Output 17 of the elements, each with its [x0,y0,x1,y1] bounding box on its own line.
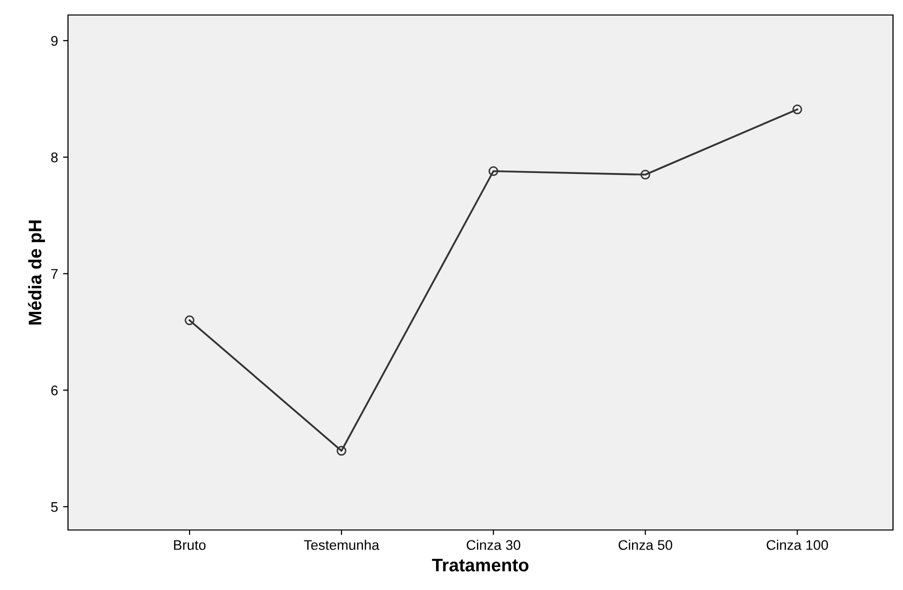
point [792,104,802,114]
x-tick-label: Bruto [174,540,206,550]
x-tick-label: Testemunha [304,540,380,550]
x-tick-label: Cinza 30 [466,540,520,550]
point [184,315,194,326]
point [640,170,650,180]
x-tick-label: Cinza 50 [618,540,672,550]
x-tick-label: Cinza 100 [766,540,828,550]
y-tick-label: 6 [51,386,58,396]
y-axis-title: Média de pH [28,220,45,324]
x-axis-title: Tratamento [432,558,528,572]
y-tick-label: 7 [51,269,58,279]
point [336,446,346,456]
y-tick-label: 5 [51,502,58,512]
y-tick-label: 9 [51,36,58,46]
y-tick-label: 8 [51,152,58,162]
point [488,166,498,176]
